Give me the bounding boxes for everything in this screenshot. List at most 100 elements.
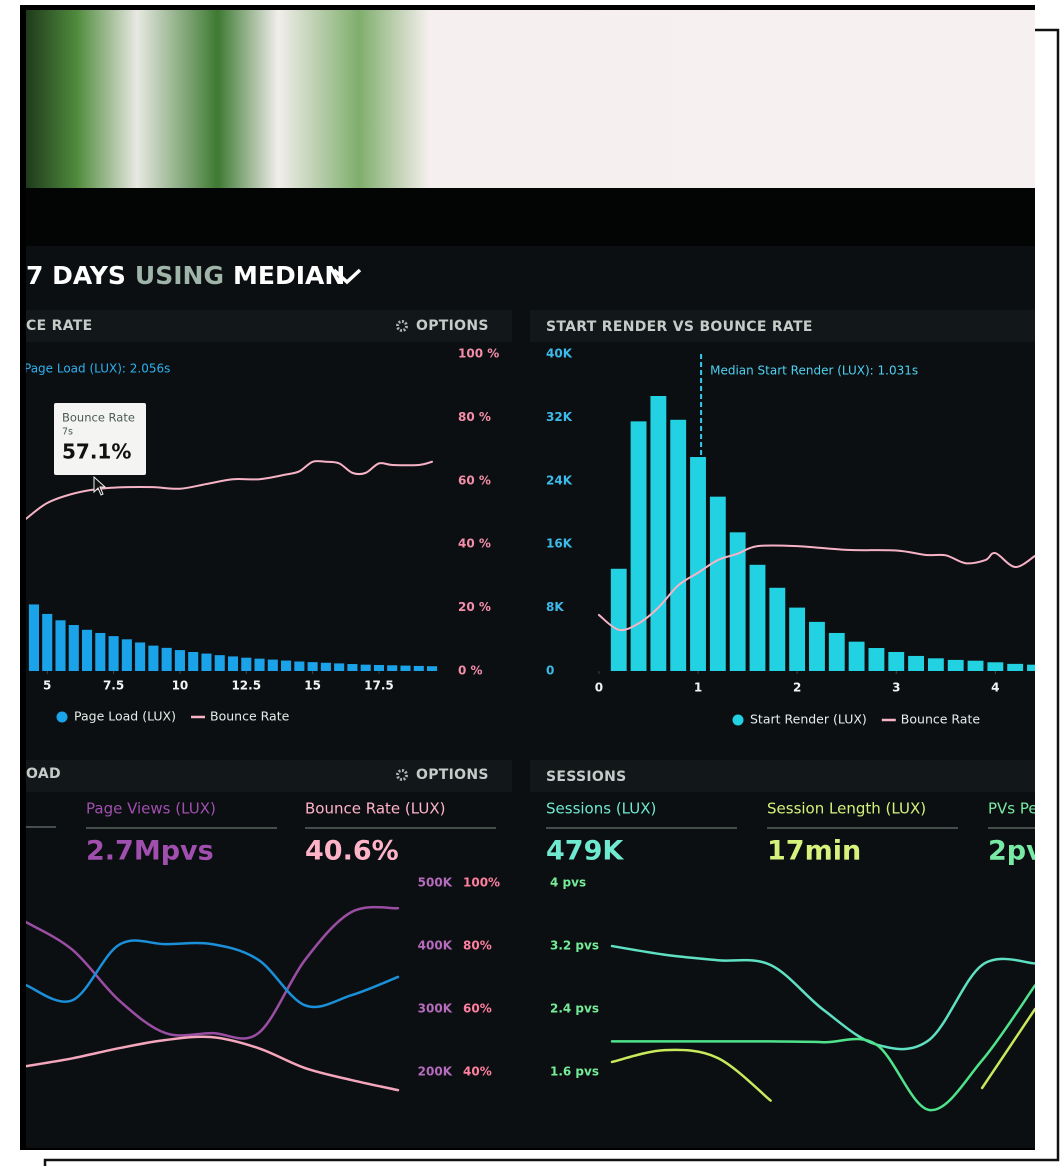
tile-value: 40.6% — [305, 836, 399, 867]
bar — [108, 636, 119, 671]
options-button[interactable]: OPTIONS — [416, 318, 489, 334]
legend-label: Bounce Rate — [901, 712, 981, 727]
frame-line — [43, 28, 1060, 1166]
legend-marker — [56, 711, 68, 723]
x-tick-label: 3 — [892, 681, 900, 695]
y-tick-label: 0 — [546, 664, 554, 678]
panel-header — [26, 760, 512, 792]
bar — [360, 664, 371, 671]
legend-label: Bounce Rate — [210, 709, 290, 724]
panel-title: START RENDER VS BOUNCE RATE — [546, 319, 813, 335]
gear-icon[interactable] — [396, 769, 408, 781]
bar — [307, 662, 318, 671]
x-tick-label: 5 — [43, 679, 51, 693]
bar — [729, 532, 746, 671]
bar — [241, 657, 252, 671]
bar — [908, 655, 924, 671]
tooltip-box — [54, 403, 146, 475]
gear-icon[interactable] — [396, 320, 408, 332]
bar — [201, 653, 212, 671]
line — [26, 939, 400, 1009]
x-tick-label: 7.5 — [103, 679, 124, 693]
tooltip-subtitle: 7s — [62, 427, 73, 438]
bar — [927, 658, 944, 671]
panel-header — [530, 760, 1035, 792]
y2-tick-label: 100 % — [458, 347, 499, 361]
panel-header — [530, 310, 1035, 342]
bar — [28, 604, 40, 671]
annotation: Median Start Render (LUX): 1.031s — [710, 364, 918, 378]
bar — [214, 655, 225, 671]
tiles: Page Views (LUX) 2.7Mpvs Bounce Rate (LUX)… — [26, 800, 1044, 867]
screen: 7 DAYS USING MEDIAN CE RATE OPTIONS START … — [24, 10, 1044, 1148]
y-tick-label: 2.4 pvs — [550, 1002, 599, 1016]
bar — [947, 659, 964, 671]
bar — [227, 656, 239, 671]
bar — [413, 665, 424, 671]
y2-tick-label: 0 % — [458, 664, 483, 678]
x-tick-label: 4 — [991, 681, 999, 695]
bar — [789, 607, 806, 671]
tile-value: 2pv — [988, 836, 1044, 867]
y2-tick-label: 80% — [463, 939, 492, 953]
tile-label: PVs Pe — [988, 800, 1038, 818]
bar — [320, 662, 331, 671]
y-tick-label: 16K — [546, 537, 573, 551]
y2-tick-label: 20 % — [458, 600, 491, 614]
tooltip: Bounce Rate 7s 57.1% — [54, 403, 146, 496]
bar — [426, 666, 438, 671]
bar — [670, 419, 687, 671]
x-tick-label: 1 — [694, 681, 702, 695]
tile-value: 479K — [546, 836, 624, 867]
bar — [610, 568, 627, 671]
line — [610, 1048, 772, 1102]
line — [26, 905, 400, 1040]
cursor — [93, 475, 107, 496]
y2-tick-label: 80 % — [458, 410, 491, 424]
line — [597, 544, 1035, 632]
x-tick-label: 10 — [172, 679, 189, 693]
line — [610, 944, 1035, 1051]
bar — [161, 647, 172, 671]
bar — [868, 648, 885, 671]
line — [610, 984, 1035, 1112]
bar — [174, 650, 185, 671]
bar — [1027, 664, 1035, 671]
tile-label: Session Length (LUX) — [767, 800, 926, 818]
bar — [749, 564, 766, 671]
bar — [828, 632, 845, 671]
options-button[interactable]: OPTIONS — [416, 767, 489, 783]
y-tick-label: 24K — [546, 473, 573, 487]
line — [26, 460, 434, 520]
annotation: Page Load (LUX): 2.056s — [24, 362, 170, 376]
bar — [1007, 663, 1024, 671]
y-tick-label: 3.2 pvs — [550, 939, 599, 953]
panel-title: SESSIONS — [546, 769, 627, 785]
background-photo — [26, 10, 1035, 188]
x-tick-label: 2 — [793, 681, 801, 695]
y-tick-label: 4 pvs — [550, 876, 586, 890]
bar — [188, 651, 199, 671]
bar — [267, 659, 278, 671]
monitor-bezel — [26, 188, 1035, 246]
tile-label: Bounce Rate (LUX) — [305, 800, 445, 818]
title-part: USING — [135, 261, 224, 290]
bar — [81, 629, 93, 671]
bar — [42, 613, 53, 671]
y-tick-label: 40K — [546, 347, 573, 361]
y2-tick-label: 60 % — [458, 473, 491, 487]
bar — [809, 621, 825, 671]
bar — [387, 665, 398, 671]
tooltip-value: 57.1% — [62, 440, 131, 464]
y-tick-label: 400K — [418, 939, 453, 953]
bar — [135, 642, 146, 671]
tooltip-title: Bounce Rate — [62, 411, 135, 425]
bar — [334, 663, 345, 671]
dashboard-title: 7 DAYS USING MEDIAN — [26, 261, 345, 290]
x-tick-label: 12.5 — [231, 679, 261, 693]
bar — [294, 661, 305, 671]
legend-label: Page Load (LUX) — [74, 709, 176, 724]
dropdown-chevron[interactable] — [332, 268, 362, 285]
title-part: 7 DAYS — [26, 261, 126, 290]
